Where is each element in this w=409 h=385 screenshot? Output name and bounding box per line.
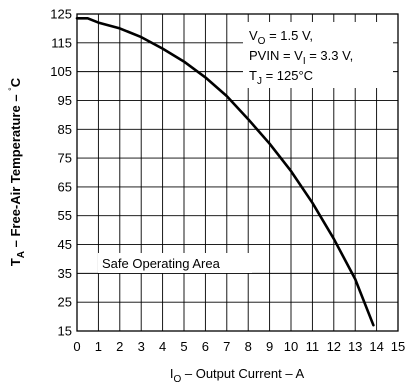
y-tick-label: 55 [58, 208, 72, 223]
condition-vo: VO = 1.5 V, [249, 28, 313, 47]
x-tick-label: 7 [223, 339, 230, 354]
x-tick-label: 14 [369, 339, 383, 354]
y-axis-title: TA – Free-Air Temperature – °C [7, 77, 27, 266]
x-tick-label: 2 [116, 339, 123, 354]
y-tick-label: 65 [58, 179, 72, 194]
x-axis-title: IO – Output Current – A [170, 366, 305, 385]
x-tick-label: 4 [159, 339, 166, 354]
x-tick-label: 0 [73, 339, 80, 354]
x-tick-label: 9 [266, 339, 273, 354]
x-tick-label: 5 [180, 339, 187, 354]
plot-frame [76, 13, 399, 332]
y-tick-label: 35 [58, 266, 72, 281]
region-label: Safe Operating Area [102, 256, 221, 271]
y-tick-label: 25 [58, 295, 72, 310]
y-tick-label: 115 [51, 35, 72, 50]
y-tick-label: 75 [58, 151, 72, 166]
y-tick-label: 105 [50, 64, 72, 79]
x-tick-label: 15 [391, 339, 405, 354]
conditions-box [243, 22, 393, 88]
x-tick-label: 12 [327, 339, 341, 354]
x-tick-label: 8 [245, 339, 252, 354]
y-tick-label: 95 [58, 93, 72, 108]
region-label-bg [98, 253, 252, 273]
y-tick-label: 45 [58, 237, 72, 252]
x-tick-label: 1 [95, 339, 102, 354]
condition-pvin: PVIN = VI = 3.3 V, [249, 48, 353, 67]
x-tick-labels: 0 1 2 3 4 5 6 7 8 9 10 11 12 13 14 15 [73, 339, 405, 354]
series-line [75, 17, 375, 327]
y-tick-label: 125 [50, 7, 72, 22]
x-tick-label: 11 [306, 339, 320, 354]
y-tick-label: 15 [58, 324, 72, 339]
x-tick-label: 3 [138, 339, 145, 354]
x-tick-label: 6 [202, 339, 209, 354]
x-tick-label: 10 [284, 339, 298, 354]
y-tick-label: 85 [58, 122, 72, 137]
y-tick-labels: 15 25 35 45 55 65 75 85 95 105 115 125 [50, 7, 72, 339]
condition-tj: TJ = 125°C [249, 68, 313, 87]
x-tick-label: 13 [348, 339, 362, 354]
